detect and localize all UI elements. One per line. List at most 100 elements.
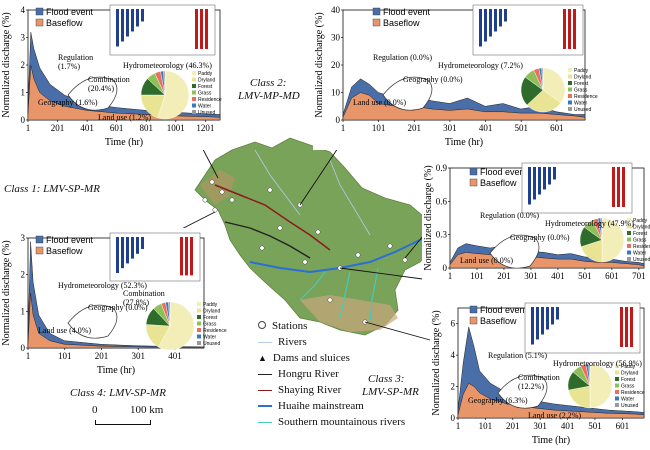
inset-bar xyxy=(504,9,507,22)
pie-legend-label: Water xyxy=(621,397,634,403)
annotation-label: Hydrometeorology (46.3%) xyxy=(123,61,212,70)
inset-bar xyxy=(190,237,193,276)
pie-legend-label: Unused xyxy=(633,257,650,263)
legend-label: Baseflow xyxy=(46,18,83,28)
inset-bar xyxy=(185,237,188,276)
pie-legend-swatch xyxy=(627,231,631,235)
station-markers xyxy=(202,179,408,325)
annotation-label: Hydrometeorology (7.2%) xyxy=(438,61,523,70)
chart-class2: 0 10 20 30 40 1 101 201 301 401 501 601 Normalized d… xyxy=(313,0,598,150)
class2-sublabel: LMV-MP-MD xyxy=(238,90,300,102)
pie-legend-swatch xyxy=(615,403,619,407)
legend-swatch xyxy=(469,316,478,325)
x-tick-label: 1201 xyxy=(196,123,214,133)
flood-event-area xyxy=(27,241,205,349)
scale-hundred: 100 km xyxy=(130,404,164,416)
pie-legend-label: Grass xyxy=(633,238,647,244)
pie-slice xyxy=(541,67,544,91)
inset-bar xyxy=(573,9,576,49)
x-tick-label: 301 xyxy=(131,351,145,361)
pie-legend-swatch xyxy=(192,97,196,101)
pie-legend-label: Unused xyxy=(621,403,638,409)
inset-bar xyxy=(551,307,554,325)
pie-slice xyxy=(163,70,166,96)
inset-bar xyxy=(484,9,487,42)
pie-legend-swatch xyxy=(615,370,619,375)
pie-legend-label: Residence xyxy=(621,390,645,396)
legend-label: Baseflow xyxy=(480,178,517,188)
pie-legend-swatch xyxy=(197,321,201,326)
y-tick-label: 0.3 xyxy=(436,230,448,240)
y-tick-label: 2 xyxy=(21,60,26,70)
x-axis-label: Time (hr) xyxy=(105,137,143,148)
pie-legend-swatch xyxy=(568,81,572,85)
y-tick-label: 0.9 xyxy=(436,163,448,173)
inset-bar xyxy=(499,9,502,27)
x-tick-label: 601 xyxy=(550,123,564,133)
hongru-river xyxy=(224,221,311,259)
legend-swatch xyxy=(35,18,44,27)
pie-legend-label: Paddy xyxy=(574,68,589,74)
annotation-label: Geography (0.0%) xyxy=(510,233,570,242)
pie-legend-label: Grass xyxy=(198,91,212,97)
x-tick-label: 1 xyxy=(26,123,31,133)
annotation-label: Regulation (0.0%) xyxy=(480,211,539,220)
minor-river xyxy=(329,159,371,236)
pie-legend-swatch xyxy=(197,315,201,319)
watershed-sketch xyxy=(382,76,433,111)
y-tick-label: 4 xyxy=(451,350,456,360)
x-tick-label: 1001 xyxy=(167,123,185,133)
station-icon xyxy=(258,321,266,329)
legend-southern: Southern mountainous rivers xyxy=(258,416,405,428)
legend-label: Flood event xyxy=(46,7,94,17)
inset-bar xyxy=(536,307,539,340)
pie-legend-swatch xyxy=(568,74,572,79)
chart-middle-right: 0 0.3 0.6 0.9 1 101 201 301 401 501 601 701 Normaliz… xyxy=(422,158,650,290)
legend-shaying: Shaying River xyxy=(258,384,341,396)
pie-legend-swatch xyxy=(192,84,196,88)
annotation-label: Land use (0.0%) xyxy=(353,98,406,107)
pie-slice xyxy=(601,217,625,263)
legend-swatch xyxy=(35,7,44,16)
annotation-label: (12.2%) xyxy=(518,382,544,391)
x-tick-label: 101 xyxy=(479,421,493,431)
x-tick-label: 401 xyxy=(80,123,94,133)
inset-bar xyxy=(563,9,566,49)
pie-legend-swatch xyxy=(627,257,631,261)
inset-bar xyxy=(126,9,129,37)
annotation-label: Hydrometeorology (56.9%) xyxy=(553,359,642,368)
pie-legend-swatch xyxy=(568,100,572,105)
inset-bar xyxy=(612,167,615,207)
annotation-label: Combination xyxy=(123,289,165,298)
legend-rivers: Rivers xyxy=(258,336,307,348)
annotation-label: Land use (0.0%) xyxy=(460,256,513,265)
inset-bar xyxy=(548,167,551,185)
pie-slice xyxy=(600,217,603,241)
annotation-label: Geography (0.0%) xyxy=(403,75,463,84)
pie-legend-label: Forest xyxy=(198,84,213,90)
pie-legend-swatch xyxy=(615,364,619,368)
pie-legend-label: Water xyxy=(198,104,211,110)
pie-legend-swatch xyxy=(197,308,201,313)
pie-slice xyxy=(542,67,566,104)
inset-bar xyxy=(553,167,556,180)
mountain-shading xyxy=(300,295,398,332)
inset-bar xyxy=(541,307,544,335)
baseflow-area xyxy=(27,64,221,121)
pie-slice xyxy=(588,363,591,387)
inset-bar xyxy=(622,167,625,207)
y-tick-label: 1 xyxy=(21,88,26,98)
x-axis-label: Time (hr) xyxy=(445,137,483,148)
x-tick-label: 301 xyxy=(524,271,538,281)
y-tick-label: 0 xyxy=(336,115,341,125)
pie-legend-swatch xyxy=(197,302,201,306)
y-tick-label: 20 xyxy=(331,60,341,70)
pie-legend-swatch xyxy=(615,396,619,401)
inset-bar xyxy=(538,167,541,195)
pie-legend-label: Grass xyxy=(621,384,635,390)
chart-svg: 0 0.3 0.6 0.9 1 101 201 301 401 501 601 701 Normaliz… xyxy=(423,162,650,281)
southern-line-icon xyxy=(258,421,272,423)
y-tick-label: 6 xyxy=(451,319,456,329)
pie-legend-label: Dryland xyxy=(574,75,591,81)
